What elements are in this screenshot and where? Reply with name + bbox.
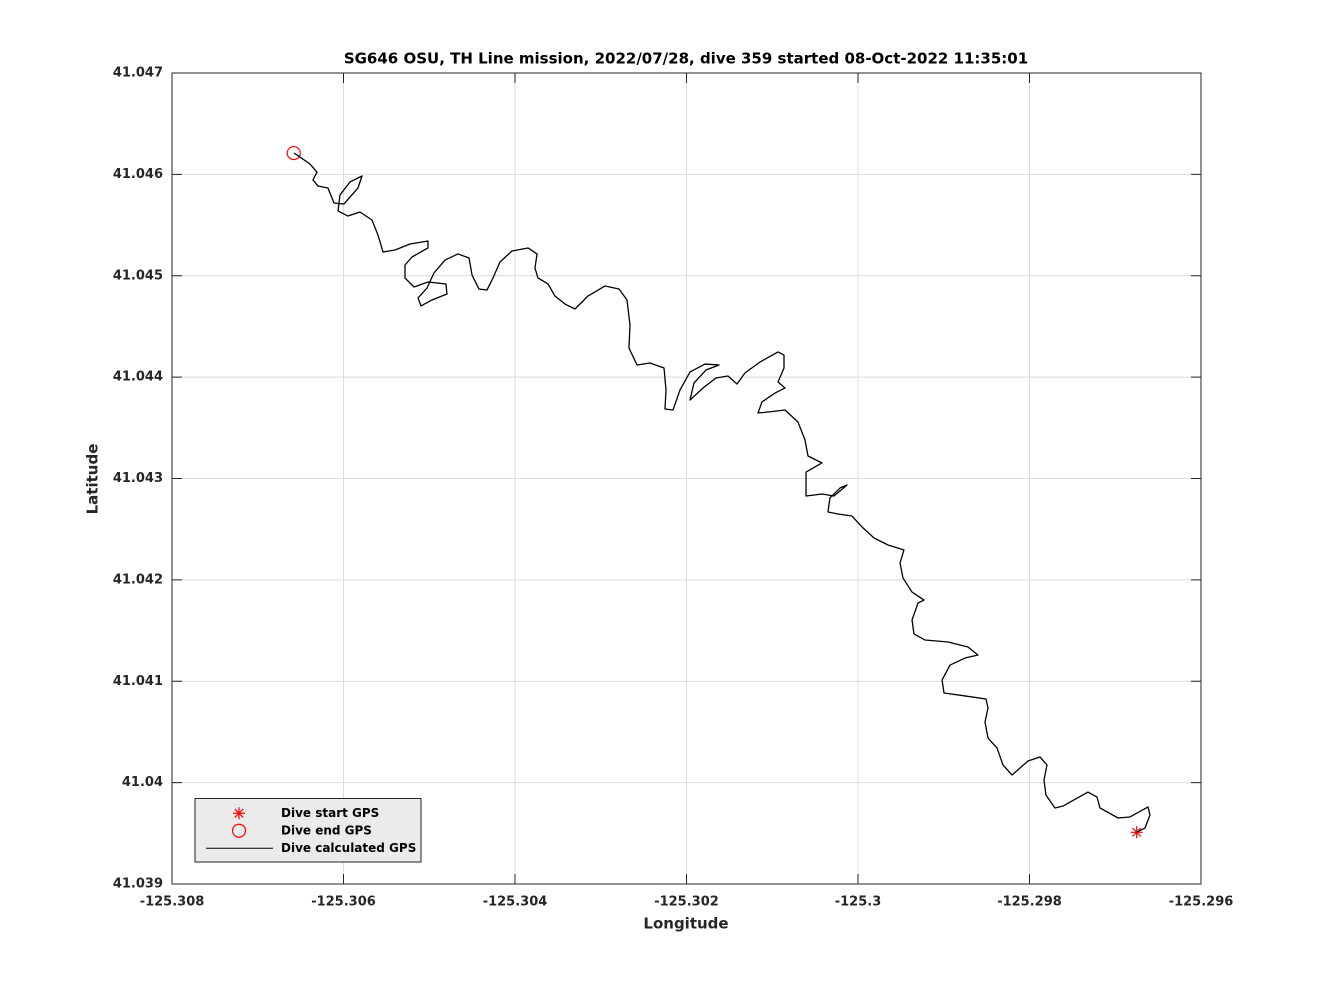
y-tick-label: 41.042 xyxy=(113,572,163,587)
x-tick-label: -125.308 xyxy=(140,895,205,910)
y-tick-label: 41.04 xyxy=(122,775,163,790)
y-tick-label: 41.039 xyxy=(113,877,163,892)
axes: -125.308 -125.306 -125.304 -125.302 -125.3 -1… xyxy=(113,66,1233,910)
y-tick-label: 41.047 xyxy=(113,66,163,81)
legend-swatch xyxy=(231,823,247,838)
x-axis-label: Longitude xyxy=(643,915,728,933)
y-tick-label: 41.041 xyxy=(113,674,163,689)
data-layer xyxy=(286,145,1151,839)
chart-title: SG646 OSU, TH Line mission, 2022/07/28, … xyxy=(344,50,1028,68)
legend-label: Dive calculated GPS xyxy=(281,841,416,855)
x-tick-label: -125.3 xyxy=(835,895,882,910)
x-tick-label: -125.296 xyxy=(1169,895,1234,910)
legend-swatch xyxy=(233,807,245,820)
track-line xyxy=(293,152,1151,833)
y-tick-label: 41.045 xyxy=(113,268,163,283)
y-tick-label: 41.046 xyxy=(113,167,163,182)
gps-marker xyxy=(286,145,301,161)
legend: Dive start GPS Dive end GPS Dive calculate… xyxy=(194,798,422,863)
y-axis-label: Latitude xyxy=(84,444,102,515)
x-tick-label: -125.302 xyxy=(654,895,719,910)
x-tick-label: -125.298 xyxy=(997,895,1062,910)
gps-marker xyxy=(1130,826,1143,839)
y-tick-label: 41.043 xyxy=(113,471,163,486)
y-tick-label: 41.044 xyxy=(113,370,163,385)
x-tick-label: -125.306 xyxy=(311,895,376,910)
legend-label: Dive end GPS xyxy=(281,823,372,837)
x-tick-label: -125.304 xyxy=(483,895,548,910)
legend-label: Dive start GPS xyxy=(281,806,379,820)
